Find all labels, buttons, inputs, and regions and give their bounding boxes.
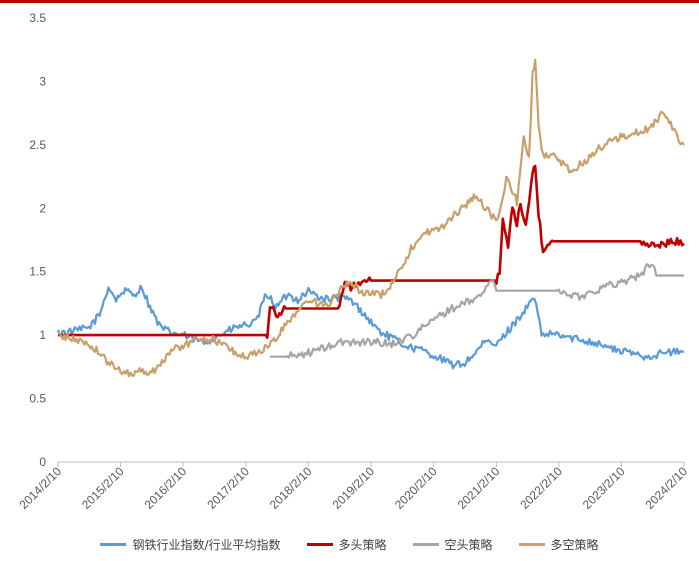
- x-axis-ticks: 2014/2/10 2015/2/10 2016/2/10 2017/2/10 2018…: [16, 462, 690, 512]
- series-line-0: [56, 284, 685, 370]
- legend-label: 空头策略: [444, 538, 493, 552]
- x-tick-label: 2018/2/10: [267, 464, 315, 512]
- x-tick-label: 2015/2/10: [79, 464, 127, 512]
- legend-swatch: [306, 543, 333, 546]
- x-tick-label: 2017/2/10: [204, 464, 252, 512]
- y-tick-label: 2.5: [29, 138, 46, 152]
- x-tick-label: 2024/2/10: [642, 464, 690, 512]
- legend-label: 多头策略: [338, 538, 387, 552]
- series-line-2: [270, 263, 684, 359]
- legend-swatch: [412, 543, 439, 546]
- series-line-1: [58, 164, 685, 339]
- x-tick-label: 2023/2/10: [580, 464, 628, 512]
- legend-swatch: [518, 543, 545, 546]
- y-tick-label: 1: [39, 328, 46, 342]
- legend: 钢铁行业指数/行业平均指数 多头策略 空头策略 多空策略: [0, 536, 699, 553]
- x-tick-label: 2019/2/10: [329, 464, 377, 512]
- y-tick-label: 1.5: [29, 265, 46, 279]
- legend-label: 钢铁行业指数/行业平均指数: [132, 538, 281, 552]
- series-lines: [56, 58, 685, 378]
- legend-item-short-strategy: 空头策略: [412, 536, 493, 553]
- legend-swatch: [100, 543, 127, 546]
- legend-item-long-strategy: 多头策略: [306, 536, 387, 553]
- legend-label: 多空策略: [550, 538, 599, 552]
- x-tick-label: 2020/2/10: [392, 464, 440, 512]
- x-tick-label: 2014/2/10: [16, 464, 64, 512]
- x-tick-label: 2022/2/10: [517, 464, 565, 512]
- x-tick-label: 2021/2/10: [455, 464, 503, 512]
- x-tick-label: 2016/2/10: [142, 464, 190, 512]
- legend-item-steel-ratio: 钢铁行业指数/行业平均指数: [100, 536, 281, 553]
- top-accent-bar: [0, 0, 699, 3]
- y-tick-label: 0.5: [29, 392, 46, 406]
- y-tick-label: 3: [39, 74, 46, 88]
- line-chart: 0 0.5 1 1.5 2 2.5 3 3.5 2014/2/10 2015/2/10 2016/…: [16, 11, 690, 512]
- y-tick-label: 2: [39, 201, 46, 215]
- y-tick-label: 3.5: [29, 11, 46, 25]
- y-tick-label: 0: [39, 455, 46, 469]
- series-line-3: [57, 58, 685, 378]
- y-axis-ticks: 0 0.5 1 1.5 2 2.5 3 3.5: [29, 11, 46, 469]
- legend-item-long-short-strategy: 多空策略: [518, 536, 599, 553]
